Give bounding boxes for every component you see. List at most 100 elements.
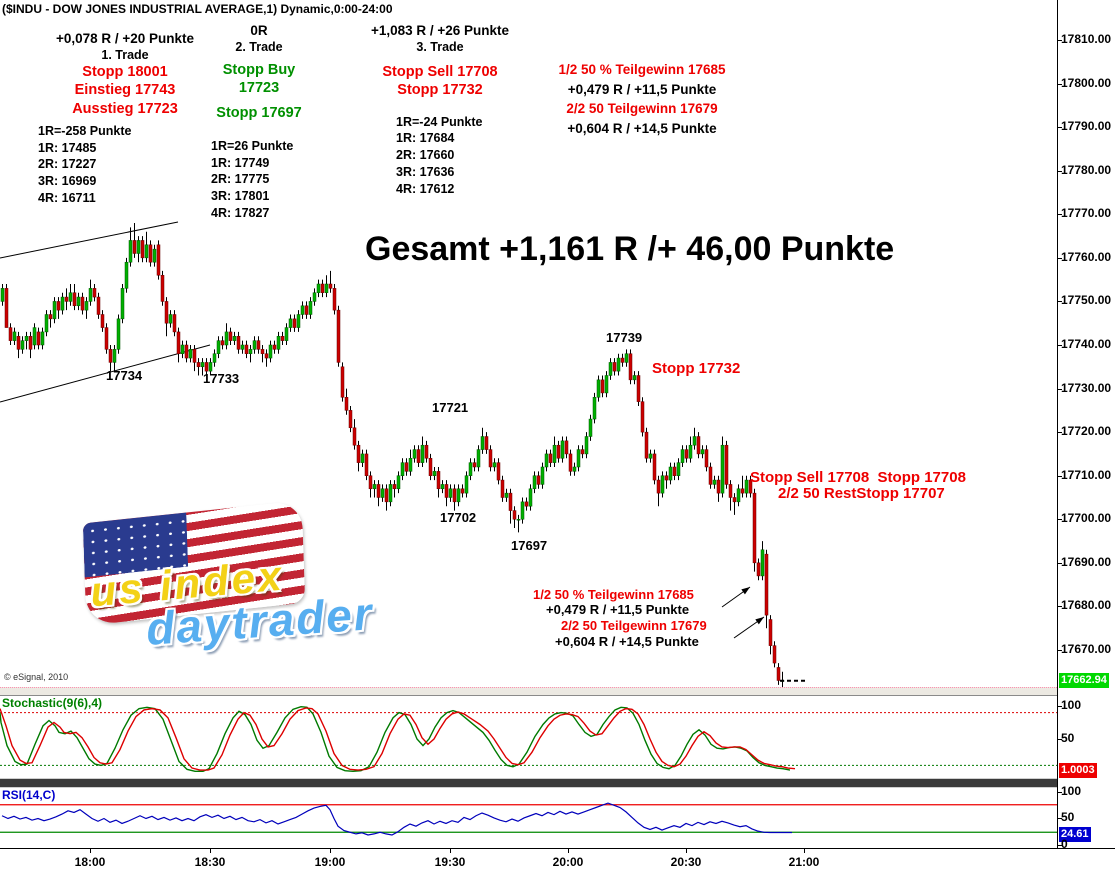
axis-tick bbox=[1058, 845, 1062, 846]
price-axis[interactable]: 17662.94 1.0003 24.61 17810.00 17800.00 17… bbox=[1057, 0, 1115, 851]
chart-price-label: 17733 bbox=[203, 371, 240, 386]
chart-price-label: 1/2 50 % Teilgewinn 17685 bbox=[533, 587, 694, 602]
r-line: 2R: 17660 bbox=[396, 148, 455, 163]
chart-price-label: 17721 bbox=[432, 400, 469, 415]
axis-tick bbox=[1058, 818, 1062, 819]
r-line: 3R: 17636 bbox=[396, 165, 455, 180]
r-line: 1R=26 Punkte bbox=[211, 138, 294, 153]
time-axis-label: 19:00 bbox=[314, 855, 346, 869]
price-axis-label: 17790.00 bbox=[1061, 119, 1112, 134]
axis-tick bbox=[1058, 40, 1062, 41]
price-axis-label: 17760.00 bbox=[1061, 249, 1112, 264]
trade3-annotation: +1,083 R / +26 Punkte 3. Trade Stopp Sel… bbox=[360, 22, 520, 198]
trade1-result: +0,078 R / +20 Punkte bbox=[55, 31, 195, 46]
r-line: 3R: 16969 bbox=[38, 174, 97, 189]
candlestick-chart[interactable] bbox=[0, 0, 1057, 690]
time-tick bbox=[90, 849, 91, 853]
chart-price-label: +0,479 R / +11,5 Punkte bbox=[546, 602, 690, 617]
chart-price-label: 2/2 50 RestStopp 17707 bbox=[778, 485, 945, 502]
chart-price-label: Stopp Sell 17708 Stopp 17708 bbox=[750, 469, 966, 486]
trade1-exit: Ausstieg 17723 bbox=[72, 100, 178, 117]
axis-tick bbox=[1058, 344, 1062, 346]
trade3-stop: Stopp 17732 bbox=[397, 82, 483, 99]
trade3-name: 3. Trade bbox=[416, 40, 464, 55]
panel-separator[interactable] bbox=[0, 687, 1057, 696]
time-tick bbox=[686, 849, 687, 853]
trade1-r-levels: 1R=-258 Punkte 1R: 17485 2R: 17227 3R: 1… bbox=[20, 123, 230, 207]
partial2-result: +0,604 R / +14,5 Punkte bbox=[567, 120, 717, 136]
axis-tick bbox=[1058, 606, 1062, 608]
trade2-stop: Stopp 17697 bbox=[216, 104, 302, 121]
chart-price-label: +0,604 R / +14,5 Punkte bbox=[555, 634, 699, 649]
time-axis-label: 20:00 bbox=[552, 855, 584, 869]
price-axis-label: 17690.00 bbox=[1061, 554, 1112, 569]
trade2-r-levels: 1R=26 Punkte 1R: 17749 2R: 17775 3R: 178… bbox=[203, 138, 315, 222]
axis-tick bbox=[1058, 475, 1062, 477]
stochastic-scale-label: 100 bbox=[1061, 698, 1082, 712]
chart-price-label: Stopp 17732 bbox=[652, 360, 741, 377]
price-axis-label: 17710.00 bbox=[1061, 467, 1112, 482]
price-axis-label: 17770.00 bbox=[1061, 206, 1112, 221]
time-axis-label: 18:30 bbox=[194, 855, 226, 869]
r-line: 1R=-258 Punkte bbox=[38, 123, 132, 138]
trade1-annotation: +0,078 R / +20 Punkte 1. Trade Stopp 180… bbox=[20, 30, 230, 207]
trade1-stop: Stopp 18001 bbox=[82, 64, 168, 81]
chart-price-label: 2/2 50 Teilgewinn 17679 bbox=[561, 618, 707, 633]
chart-title: ($INDU - DOW JONES INDUSTRIAL AVERAGE,1)… bbox=[2, 2, 393, 16]
rsi-panel[interactable] bbox=[0, 786, 1057, 848]
axis-tick bbox=[1058, 83, 1062, 85]
stochastic-scale-label: 50 bbox=[1061, 731, 1075, 745]
price-axis-label: 17720.00 bbox=[1061, 424, 1112, 439]
total-result-label: Gesamt +1,161 R /+ 46,00 Punkte bbox=[365, 230, 895, 268]
axis-tick bbox=[1058, 519, 1062, 521]
axis-tick bbox=[1058, 388, 1062, 390]
stochastic-value-badge: 1.0003 bbox=[1059, 763, 1097, 778]
r-line: 2R: 17227 bbox=[38, 157, 97, 172]
panel-separator[interactable] bbox=[0, 778, 1057, 788]
time-tick bbox=[804, 849, 805, 853]
rsi-value-badge: 24.61 bbox=[1059, 827, 1091, 842]
chart-price-label: 17739 bbox=[606, 330, 643, 345]
time-axis-label: 19:30 bbox=[434, 855, 466, 869]
trade2-result: 0R bbox=[250, 23, 268, 38]
time-axis-label: 21:00 bbox=[788, 855, 820, 869]
trade1-name: 1. Trade bbox=[101, 48, 149, 63]
time-tick bbox=[330, 849, 331, 853]
price-axis-label: 17800.00 bbox=[1061, 75, 1112, 90]
axis-tick bbox=[1058, 792, 1062, 793]
esignal-copyright: © eSignal, 2010 bbox=[4, 672, 69, 682]
r-line: 4R: 17827 bbox=[211, 206, 270, 221]
time-tick bbox=[450, 849, 451, 853]
time-axis[interactable]: 18:00 18:30 19:00 19:30 20:00 20:30 21:00 bbox=[0, 848, 1115, 871]
rsi-scale-label: 100 bbox=[1061, 784, 1082, 798]
axis-tick bbox=[1058, 170, 1062, 172]
r-line: 1R=-24 Punkte bbox=[396, 114, 483, 129]
axis-tick bbox=[1058, 649, 1062, 651]
r-line: 4R: 16711 bbox=[38, 191, 96, 206]
time-axis-label: 18:00 bbox=[74, 855, 106, 869]
time-tick bbox=[568, 849, 569, 853]
price-axis-label: 17740.00 bbox=[1061, 336, 1112, 351]
chart-price-label: 17702 bbox=[440, 510, 477, 525]
price-axis-label: 17670.00 bbox=[1061, 641, 1112, 656]
price-axis-label: 17750.00 bbox=[1061, 293, 1112, 308]
price-axis-label: 17780.00 bbox=[1061, 162, 1112, 177]
axis-tick bbox=[1058, 301, 1062, 303]
trade2-stop-buy: Stopp Buy 17723 bbox=[222, 62, 296, 97]
axis-tick bbox=[1058, 214, 1062, 216]
axis-tick bbox=[1058, 562, 1062, 564]
trade2-name: 2. Trade bbox=[235, 40, 283, 55]
r-line: 1R: 17684 bbox=[396, 131, 455, 146]
chart-price-label: 17697 bbox=[511, 538, 548, 553]
partial2-label: 2/2 50 Teilgewinn 17679 bbox=[566, 101, 718, 117]
partial1-label: 1/2 50 % Teilgewinn 17685 bbox=[558, 62, 726, 77]
price-axis-label: 17810.00 bbox=[1061, 32, 1112, 46]
rsi-study-label: RSI(14,C) bbox=[2, 788, 56, 802]
time-axis-label: 20:30 bbox=[670, 855, 702, 869]
stochastic-study-label: Stochastic(9(6),4) bbox=[2, 696, 103, 710]
trade1-entry: Einstieg 17743 bbox=[74, 82, 176, 99]
axis-tick bbox=[1058, 127, 1062, 129]
trade3-r-levels: 1R=-24 Punkte 1R: 17684 2R: 17660 3R: 17… bbox=[360, 114, 520, 198]
r-line: 4R: 17612 bbox=[396, 182, 455, 197]
stochastic-panel[interactable] bbox=[0, 694, 1057, 778]
